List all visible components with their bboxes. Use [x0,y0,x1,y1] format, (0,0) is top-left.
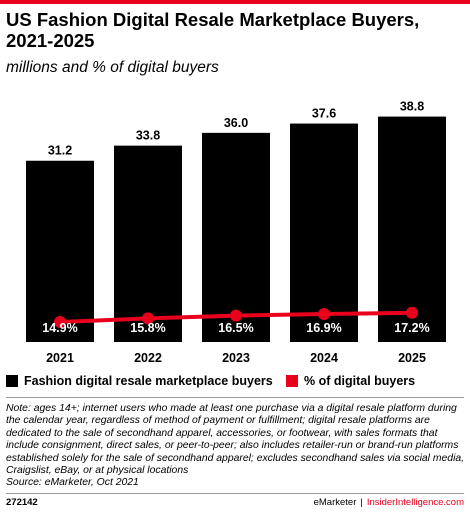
legend-label-buyers: Fashion digital resale marketplace buyer… [24,374,273,388]
bar-2024 [290,123,358,342]
legend-swatch-buyers [6,375,18,387]
chart-area: 31.2 2021 33.8 2022 36.0 2023 37.6 2024 38.8 2025… [26,100,446,365]
percent-point-2023 [230,309,242,322]
note-text: Note: ages 14+; internet users who made … [6,403,465,477]
divider-top [6,397,464,398]
bar-2025 [378,116,446,342]
percent-label-2022: 15.8% [130,321,165,335]
percent-point-2024 [318,308,330,320]
bar-value-label-2025: 38.8 [400,100,424,114]
percent-point-2021 [54,316,66,328]
source-text: Source: eMarketer, Oct 2021 [6,477,139,489]
percent-label-2024: 16.9% [306,321,341,335]
percent-label-2025: 17.2% [394,321,429,335]
x-tick-2025: 2025 [398,351,426,365]
x-tick-2024: 2024 [310,351,338,365]
chart-note: Note: ages 14+; internet users who made … [6,403,466,490]
bar-2022 [114,145,182,342]
x-tick-2023: 2023 [222,351,250,365]
brand-separator: | [360,497,363,508]
percent-label-2021: 14.9% [42,321,77,335]
bar-value-label-2023: 36.0 [224,116,248,130]
legend-item-percent: % of digital buyers [286,374,415,388]
legend-item-buyers: Fashion digital resale marketplace buyer… [6,374,273,388]
x-tick-2022: 2022 [134,351,162,365]
legend-label-percent: % of digital buyers [304,374,416,388]
brand-insider-intelligence: InsiderIntelligence.com [366,497,464,508]
chart-title: US Fashion Digital Resale Marketplace Bu… [6,9,420,51]
chart-id: 272142 [6,497,38,508]
bar-2023 [202,132,270,342]
bar-value-label-2024: 37.6 [312,107,336,121]
percent-point-2022 [142,312,154,325]
footer-brands: eMarketer | InsiderIntelligence.com [314,497,464,508]
x-tick-2021: 2021 [46,351,74,365]
bar-value-label-2021: 31.2 [48,144,72,158]
bar-2021 [26,160,94,342]
top-accent-bar [0,0,470,4]
legend-swatch-percent [286,375,298,387]
percent-label-2023: 16.5% [218,321,253,335]
percent-point-2025 [406,306,418,319]
chart-subtitle: millions and % of digital buyers [6,59,219,76]
legend: Fashion digital resale marketplace buyer… [6,374,464,390]
brand-emarketer: eMarketer [313,497,357,508]
divider-bottom [6,493,464,494]
footer: 272142 eMarketer | InsiderIntelligence.com [6,497,464,509]
bar-value-label-2022: 33.8 [136,129,160,143]
